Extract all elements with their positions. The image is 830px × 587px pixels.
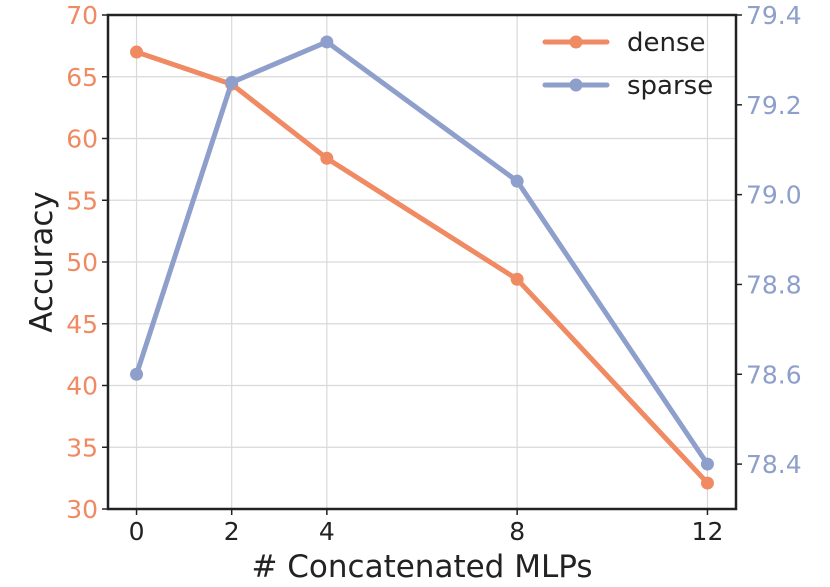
y-right-tick-label: 79.2 bbox=[746, 91, 802, 120]
data-point-sparse bbox=[510, 174, 524, 188]
y-axis-label: Accuracy bbox=[24, 191, 60, 333]
y-left-tick-label: 30 bbox=[66, 495, 98, 524]
data-point-sparse bbox=[700, 457, 714, 471]
x-tick-label: 2 bbox=[224, 517, 240, 546]
y-right-tick-label: 78.8 bbox=[746, 270, 802, 299]
legend-marker-dense bbox=[569, 35, 583, 49]
y-left-tick-label: 45 bbox=[66, 310, 98, 339]
data-point-dense bbox=[130, 45, 144, 59]
data-point-dense bbox=[320, 151, 334, 165]
ticks: 0 2 4 8 12 30 35 40 45 50 55 60 65 70 78.4 78.6 78.8 79.0… bbox=[66, 1, 801, 546]
y-left-tick-label: 55 bbox=[66, 186, 98, 215]
x-axis-label: # Concatenated MLPs bbox=[251, 549, 592, 585]
y-right-tick-label: 78.6 bbox=[746, 360, 802, 389]
y-right-tick-label: 78.4 bbox=[746, 450, 802, 479]
legend-marker-sparse bbox=[569, 78, 583, 92]
y-right-tick-label: 79.0 bbox=[746, 181, 802, 210]
x-tick-label: 0 bbox=[129, 517, 145, 546]
y-left-tick-label: 35 bbox=[66, 433, 98, 462]
data-point-dense bbox=[510, 272, 524, 286]
y-left-tick-label: 70 bbox=[66, 1, 98, 30]
y-left-tick-label: 65 bbox=[66, 63, 98, 92]
y-left-tick-label: 60 bbox=[66, 125, 98, 154]
x-tick-label: 12 bbox=[692, 517, 724, 546]
y-left-tick-label: 40 bbox=[66, 372, 98, 401]
y-right-tick-label: 79.4 bbox=[746, 1, 802, 30]
series-layer bbox=[130, 35, 714, 490]
data-point-dense bbox=[700, 476, 714, 490]
data-point-sparse bbox=[225, 75, 239, 89]
x-tick-label: 8 bbox=[509, 517, 525, 546]
data-point-sparse bbox=[320, 35, 334, 49]
x-tick-label: 4 bbox=[319, 517, 335, 546]
data-point-sparse bbox=[130, 367, 144, 381]
legend: dense sparse bbox=[542, 28, 713, 101]
y-left-tick-label: 50 bbox=[66, 248, 98, 277]
legend-label-sparse: sparse bbox=[627, 71, 713, 101]
legend-label-dense: dense bbox=[627, 28, 706, 58]
